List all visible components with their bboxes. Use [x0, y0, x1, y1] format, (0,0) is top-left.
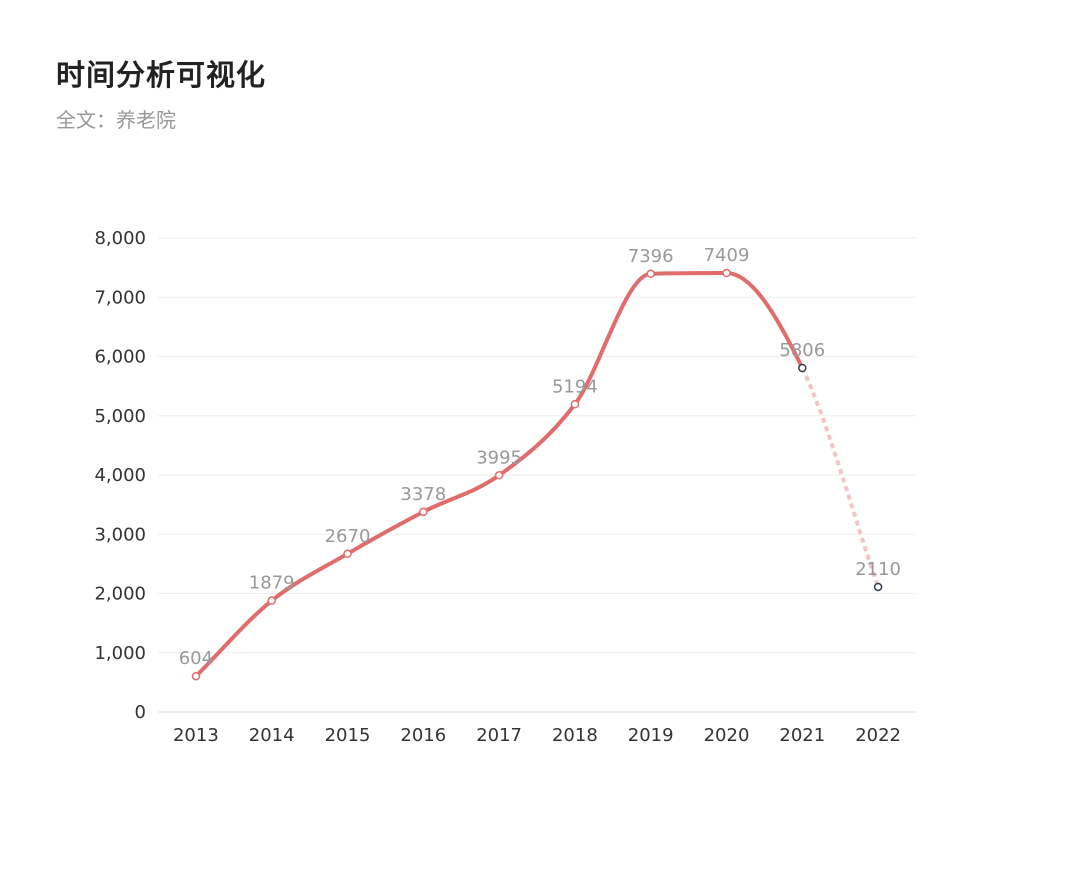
x-tick-label: 2015	[325, 725, 371, 746]
data-label: 5806	[779, 340, 825, 361]
grid-lines	[158, 237, 916, 654]
data-point	[419, 507, 428, 517]
x-tick-label: 2018	[552, 725, 598, 746]
data-point	[191, 671, 201, 681]
data-label: 7409	[704, 245, 750, 266]
data-point	[798, 363, 807, 373]
x-axis: 2013 2014 2015 2016 2017 2018 2019 2020 2021 2022	[158, 711, 916, 746]
data-label: 3995	[476, 447, 522, 468]
y-tick-label: 3,000	[94, 524, 146, 545]
data-label: 3378	[400, 484, 446, 505]
data-label: 2670	[325, 526, 371, 547]
data-labels: 604 1879 2670 3378 3995 5194 7396 7409 5806 2110	[179, 245, 901, 669]
data-point	[646, 269, 655, 279]
series-line-dashed	[800, 367, 880, 588]
y-tick-label: 1,000	[94, 643, 146, 664]
y-tick-label: 8,000	[94, 228, 146, 249]
data-point	[873, 582, 883, 592]
x-tick-label: 2019	[628, 725, 674, 746]
data-points	[191, 268, 883, 681]
data-label: 7396	[628, 246, 674, 267]
series-line-solid	[193, 271, 805, 679]
series-lines	[193, 271, 880, 679]
data-point	[343, 549, 352, 559]
y-tick-label: 5,000	[94, 406, 146, 427]
data-point	[267, 596, 276, 605]
y-tick-label: 6,000	[94, 347, 146, 368]
x-tick-label: 2016	[400, 725, 446, 746]
x-tick-label: 2021	[779, 725, 825, 746]
data-label: 2110	[855, 559, 901, 580]
y-axis: 0 1,000 2,000 3,000 4,000 5,000 6,000 7,000 8,00…	[94, 228, 146, 723]
data-label: 1879	[249, 573, 295, 594]
y-tick-label: 4,000	[94, 465, 146, 486]
x-tick-label: 2022	[855, 725, 901, 746]
x-tick-label: 2017	[476, 725, 522, 746]
y-tick-label: 2,000	[94, 584, 146, 605]
data-point	[722, 268, 731, 278]
data-label: 604	[179, 648, 213, 669]
data-label: 5194	[552, 376, 598, 397]
chart-subtitle: 全文：养老院	[56, 108, 176, 132]
chart-title: 时间分析可视化	[56, 58, 267, 92]
x-tick-label: 2013	[173, 725, 219, 746]
y-tick-label: 0	[135, 702, 146, 723]
data-point	[494, 471, 504, 480]
x-tick-label: 2020	[704, 725, 750, 746]
x-tick-label: 2014	[249, 725, 295, 746]
data-point	[570, 400, 580, 409]
y-tick-label: 7,000	[94, 287, 146, 308]
